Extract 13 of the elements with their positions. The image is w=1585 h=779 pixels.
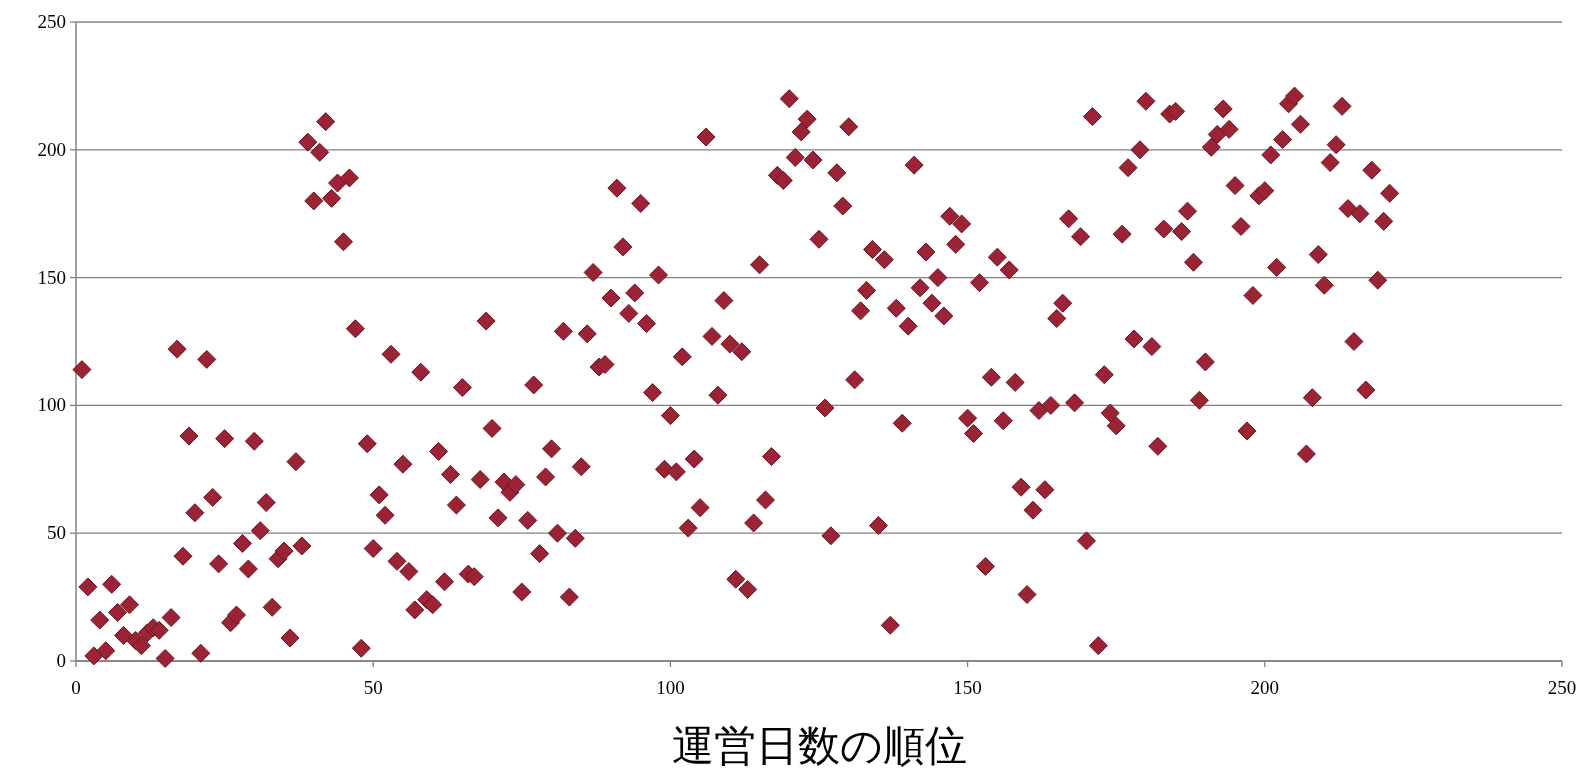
y-tick-label: 250	[37, 11, 66, 32]
x-tick-label: 250	[1547, 677, 1577, 698]
x-tick-label: 100	[656, 677, 685, 698]
y-tick-label: 200	[37, 138, 66, 160]
y-tick-label: 100	[37, 394, 66, 416]
x-tick-label: 200	[1250, 677, 1280, 698]
x-tick-label: 150	[953, 677, 982, 698]
y-tick-label: 50	[47, 522, 66, 544]
y-tick-label: 0	[56, 650, 66, 671]
x-tick-label: 50	[363, 677, 383, 698]
y-tick-label: 150	[37, 266, 66, 288]
x-axis-title: 運営日数の順位	[671, 723, 967, 769]
x-tick-label: 0	[71, 677, 81, 698]
